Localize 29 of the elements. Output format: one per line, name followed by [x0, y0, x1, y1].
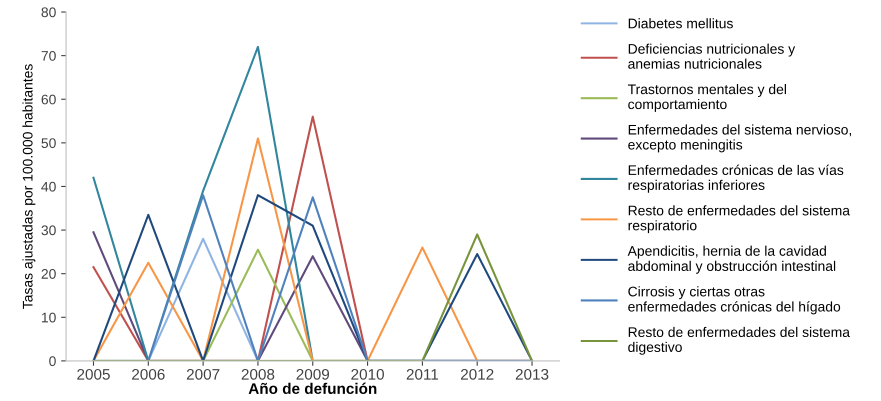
y-tick-label: 30	[41, 225, 56, 236]
x-axis-title: Año de defunción	[248, 382, 376, 394]
x-tick-label: 2013	[516, 368, 548, 380]
x-tick-label: 2012	[460, 368, 494, 380]
legend-label: Trastornos mentales y del comportamiento	[628, 84, 786, 112]
x-tick-label: 2011	[406, 368, 438, 380]
x-tick-label: 2009	[296, 368, 330, 380]
legend-label: Diabetes mellitus	[628, 18, 733, 28]
y-tick-label: 20	[42, 269, 56, 279]
legend-label: Resto de enfermedades del sistema respiratorio	[628, 205, 850, 234]
legend-label: Apendicitis, hernia de la cavidad abdominal y obstrucción intestinal	[628, 246, 836, 274]
y-tick-label: 60	[42, 94, 56, 104]
x-tick-label: 2006	[132, 368, 165, 380]
y-tick-label: 50	[41, 138, 56, 148]
legend-label: Resto de enfermedades del sistema digestivo	[628, 326, 850, 355]
y-tick-label: 70	[42, 50, 56, 61]
legend-label: Enfermedades crónicas de las vías respiratorias inferiores	[628, 164, 844, 193]
legend-label: Enfermedades del sistema nervioso, excepto meningitis	[628, 124, 852, 152]
x-tick-label: 2007	[186, 368, 220, 380]
legend-label: Deficiencias nutricionales y anemias nutricionales	[628, 44, 796, 69]
y-tick-label: 40	[41, 182, 56, 192]
y-tick-label: 80	[42, 7, 56, 18]
y-tick-label: 0	[49, 356, 56, 366]
y-axis-title: Tasas ajustadas por 100.000 habitantes	[22, 64, 36, 309]
x-tick-label: 2008	[242, 368, 274, 380]
y-tick-label: 10	[42, 312, 56, 322]
legend-label: Cirrosis y ciertas otras enfermedades crónicas del hígado	[628, 286, 840, 314]
x-tick-label: 2010	[351, 368, 384, 380]
x-tick-label: 2005	[77, 368, 110, 380]
